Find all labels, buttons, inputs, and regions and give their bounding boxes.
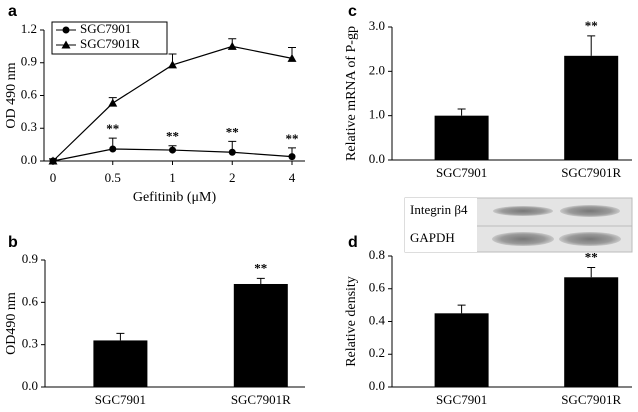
point [109, 145, 117, 153]
x-tick-label: SGC7901 [436, 165, 487, 180]
y-axis-label: OD 490 nm [4, 62, 19, 128]
x-tick-label: 0 [50, 170, 57, 185]
x-tick-label: SGC7901R [231, 392, 291, 407]
y-tick-label: 0.6 [22, 293, 39, 308]
y-tick-label: 0.3 [21, 119, 37, 134]
significance: ** [226, 124, 239, 139]
y-tick-label: 0.4 [369, 312, 386, 327]
y-tick-label: 0.0 [369, 151, 385, 166]
point [61, 40, 71, 49]
y-tick-label: 0.0 [369, 378, 385, 393]
y-tick-label: 0.0 [21, 152, 37, 167]
y-axis-label: Relative mRNA of P-gp [344, 26, 359, 161]
x-tick-label: 2 [229, 170, 236, 185]
point [48, 156, 58, 165]
y-tick-label: 0.0 [22, 378, 38, 393]
error-bar [256, 277, 265, 284]
x-tick-label: 4 [289, 170, 296, 185]
point [227, 41, 237, 50]
significance: ** [166, 129, 179, 144]
legend-box [51, 21, 168, 55]
bar [434, 313, 489, 387]
blot-image: Integrin β4 GAPDH [404, 197, 633, 253]
y-tick-label: 0.9 [22, 251, 38, 266]
x-tick-label: SGC7901R [561, 392, 621, 407]
error-bar [116, 332, 125, 341]
significance: ** [585, 18, 598, 33]
bar [93, 340, 148, 387]
bar [434, 115, 489, 160]
y-tick-label: 0.3 [22, 336, 38, 351]
error-bar [587, 266, 596, 278]
error-bar [457, 108, 466, 116]
point [108, 98, 118, 107]
y-tick-label: 0.9 [21, 54, 37, 69]
significance: ** [286, 131, 299, 146]
x-tick-label: SGC7901 [436, 392, 487, 407]
x-tick-label: SGC7901 [95, 392, 146, 407]
y-tick-label: 0.6 [21, 86, 38, 101]
y-tick-label: 0.6 [369, 280, 386, 295]
point [62, 26, 70, 34]
y-axis-label: Relative density [344, 276, 359, 367]
error-bar [587, 35, 596, 56]
legend-label: SGC7901R [80, 36, 140, 51]
panel-label: b [8, 234, 18, 251]
point [287, 53, 297, 62]
point [168, 60, 177, 69]
y-tick-label: 3.0 [369, 18, 385, 33]
y-tick-label: 1.2 [21, 21, 37, 36]
point [288, 153, 296, 161]
blot-label: Integrin β4 [410, 202, 468, 217]
bar [233, 283, 288, 387]
panel-label: c [348, 3, 357, 20]
y-tick-label: 0.2 [369, 345, 385, 360]
x-tick-label: 1 [169, 170, 176, 185]
panel-label: a [8, 3, 17, 20]
significance: ** [585, 249, 598, 264]
x-axis-label: Gefitinib (μM) [133, 190, 217, 205]
x-tick-label: SGC7901R [561, 165, 621, 180]
error-bar [457, 304, 466, 314]
y-tick-label: 0.8 [369, 247, 385, 262]
bar [564, 277, 619, 387]
significance: ** [254, 260, 267, 275]
panel-label: d [348, 234, 358, 251]
point [169, 146, 176, 154]
blot-label: GAPDH [410, 230, 455, 245]
y-tick-label: 1.0 [369, 107, 385, 122]
x-tick-label: 0.5 [105, 170, 121, 185]
significance: ** [106, 121, 119, 136]
y-tick-label: 2.0 [369, 62, 385, 77]
point [228, 148, 236, 156]
y-axis-label: OD490 nm [4, 292, 19, 355]
bar [564, 55, 619, 160]
legend-label: SGC7901 [80, 21, 131, 36]
